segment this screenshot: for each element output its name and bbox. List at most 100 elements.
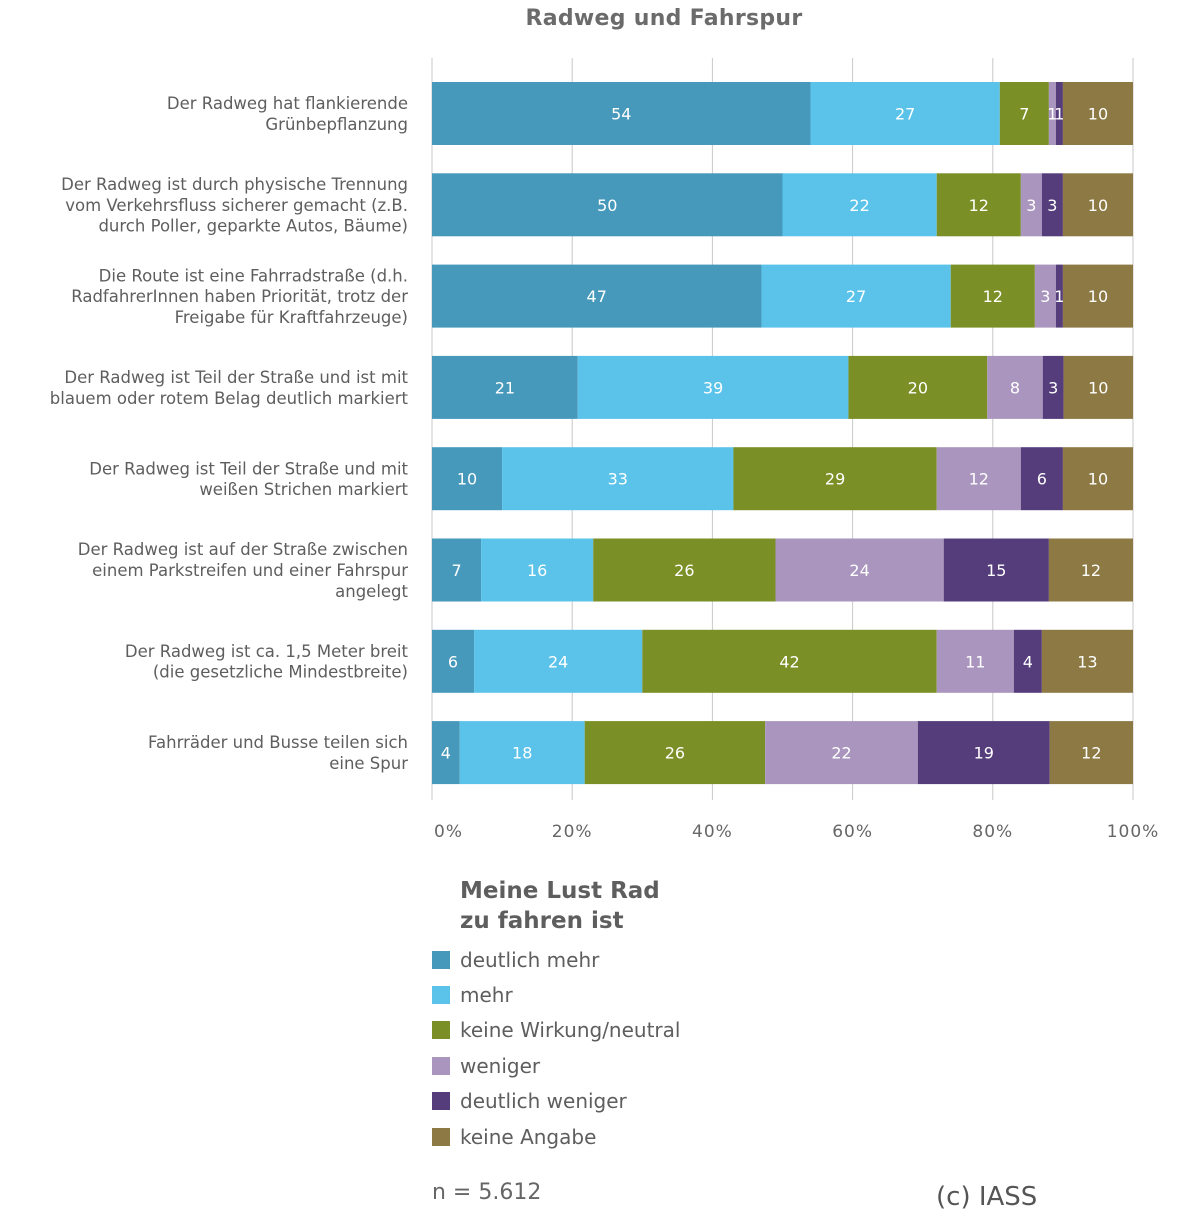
legend-item: keine Wirkung/neutral (432, 1013, 680, 1048)
data-label: 3 (1040, 287, 1050, 306)
data-label: 6 (448, 652, 458, 671)
legend-swatch (432, 1056, 450, 1075)
copyright-notice: (c) IASS (936, 1182, 1038, 1212)
bar-segment (502, 447, 734, 511)
data-label: 27 (895, 105, 915, 124)
bar-segment (1055, 264, 1063, 328)
bar-segment (1048, 82, 1056, 145)
x-tick-label: 80% (972, 822, 1013, 842)
legend-label: mehr (460, 983, 513, 1008)
bar-segment (1062, 82, 1133, 145)
category-label: Der Radweg ist ca. 1,5 Meter breit (die g… (125, 642, 409, 682)
data-label: 12 (1081, 744, 1101, 763)
bar-segment (577, 355, 849, 419)
legend-swatch (432, 1127, 450, 1146)
stacked-bar-chart: 0% 20% 40% 60% 80% 100% Der Radweg hat flankie… (50, 58, 1160, 842)
data-label: 7 (451, 561, 461, 580)
bar-segment (1049, 721, 1133, 785)
bar-segment (432, 355, 578, 419)
bar-segment (459, 721, 585, 785)
bar-segment (943, 538, 1049, 602)
bar-segment (593, 538, 776, 602)
data-label: 26 (674, 561, 694, 580)
category-label: Der Radweg ist Teil der Straße und mit we… (89, 459, 408, 499)
data-label: 3 (1026, 196, 1036, 215)
data-label: 15 (986, 561, 1006, 580)
data-label: 10 (1088, 470, 1108, 489)
data-label: 3 (1048, 378, 1058, 397)
bar-segment (1062, 447, 1133, 511)
legend-label: deutlich mehr (460, 947, 600, 972)
data-label: 4 (441, 744, 451, 763)
bar-segment (1063, 355, 1133, 419)
data-label: 10 (1088, 378, 1108, 397)
bar-segment (761, 264, 951, 328)
legend-title: Meine Lust Rad zu fahren ist (460, 878, 660, 934)
data-label: 26 (665, 744, 685, 763)
legend-swatch (432, 950, 450, 969)
bar-segment (1041, 629, 1133, 693)
bar-segment (733, 447, 937, 511)
legend-label: deutlich weniger (460, 1089, 627, 1114)
bar-segment (782, 173, 937, 237)
data-label: 39 (703, 378, 723, 397)
category-label: Fahrräder und Busse teilen sich eine Spur (148, 733, 408, 773)
bar-segment (950, 264, 1035, 328)
chart-title: Radweg und Fahrspur (525, 6, 803, 31)
bar-segment (765, 721, 918, 785)
bar-segment (999, 82, 1049, 145)
data-label: 10 (1088, 105, 1108, 124)
bar-segment (917, 721, 1050, 785)
data-label: 42 (779, 652, 799, 671)
data-label: 1 (1054, 287, 1064, 306)
legend-item: deutlich weniger (432, 1084, 680, 1119)
x-tick-label: 100% (1107, 822, 1160, 842)
bar-segment (1041, 173, 1063, 237)
bar-segment (848, 355, 988, 419)
category-label: Der Radweg ist Teil der Straße und ist m… (50, 368, 409, 408)
legend-swatch (432, 1021, 450, 1040)
bar-segment (432, 173, 783, 237)
category-label: Der Radweg hat flankierende Grünbepflanzu… (167, 94, 408, 134)
data-label: 1 (1054, 105, 1064, 124)
data-label: 7 (1019, 105, 1029, 124)
bar-segment (936, 173, 1021, 237)
bar-segment (1062, 173, 1133, 237)
data-label: 12 (969, 470, 989, 489)
data-label: 19 (974, 744, 994, 763)
bar-segment (810, 82, 1000, 145)
bar-segment (584, 721, 766, 785)
legend-label: weniger (460, 1053, 541, 1078)
sample-size: n = 5.612 (432, 1180, 542, 1205)
data-label: 29 (825, 470, 845, 489)
bar-segment (936, 447, 1021, 511)
bar-segment (474, 629, 643, 693)
bar-segment (432, 721, 460, 785)
bar-segment (1055, 82, 1063, 145)
bar-segment (432, 264, 762, 328)
bar-segment (432, 538, 482, 602)
bar-segment (1013, 629, 1042, 693)
data-label: 10 (457, 470, 477, 489)
data-label: 33 (608, 470, 628, 489)
data-label: 27 (846, 287, 866, 306)
legend: Meine Lust Rad zu fahren ist deutlich me… (432, 876, 680, 1154)
category-label: Der Radweg ist durch physische Trennung v… (61, 175, 408, 236)
data-label: 10 (1088, 196, 1108, 215)
data-label: 11 (965, 652, 985, 671)
bar-segment (1062, 264, 1133, 328)
data-label: 13 (1077, 652, 1097, 671)
data-label: 21 (495, 378, 515, 397)
data-label: 6 (1037, 470, 1047, 489)
bar-segment (432, 82, 811, 145)
bar-segment (1048, 538, 1133, 602)
data-label: 3 (1047, 196, 1057, 215)
bar-segment (1020, 447, 1063, 511)
bar-segment (987, 355, 1043, 419)
legend-label: keine Wirkung/neutral (460, 1018, 681, 1043)
bar-segment (936, 629, 1014, 693)
data-label: 10 (1088, 287, 1108, 306)
legend-item: deutlich mehr (432, 942, 680, 977)
data-label: 12 (969, 196, 989, 215)
data-label: 16 (527, 561, 547, 580)
